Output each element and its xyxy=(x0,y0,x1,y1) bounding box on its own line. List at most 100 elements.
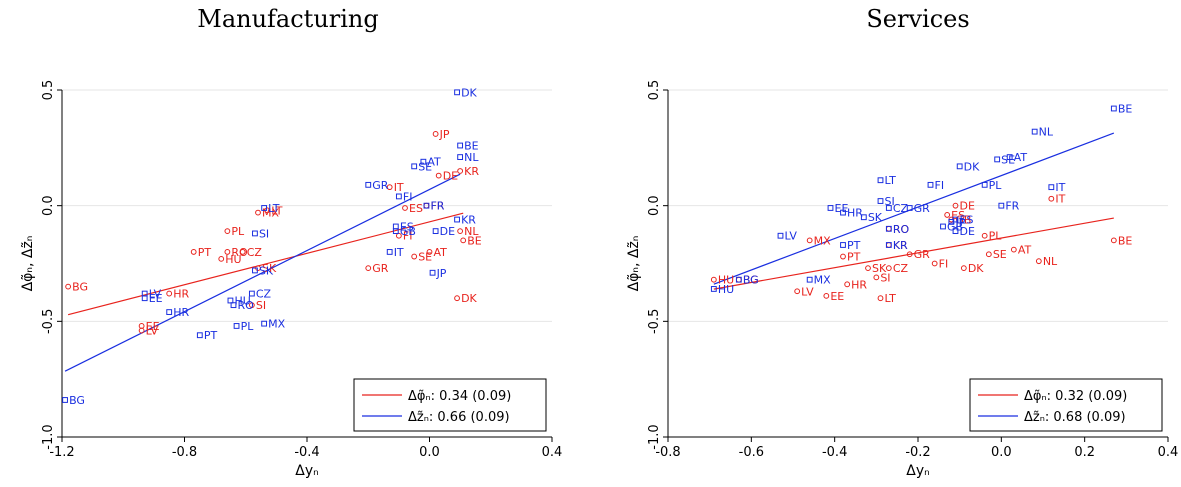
point-label: BE xyxy=(467,234,482,247)
x-tick-label: -0.2 xyxy=(905,445,930,460)
point-label: JP xyxy=(439,128,450,141)
x-tick-label: -0.8 xyxy=(172,445,197,460)
data-point xyxy=(227,297,234,304)
point-label: GR xyxy=(914,202,931,215)
point-label: SK xyxy=(868,211,883,224)
data-point xyxy=(392,223,399,230)
data-point xyxy=(981,181,988,188)
point-label: ES xyxy=(409,202,423,215)
point-label: PL xyxy=(231,225,245,238)
point-label: KR xyxy=(461,214,476,227)
data-point xyxy=(998,202,1005,209)
chart-panel-services: Services -1.0 -0.5 0.0 0.5 -0.8 -0.6 -0.4 -0.2 0.… xyxy=(626,5,1178,479)
point-label: SI xyxy=(885,195,895,208)
point-label: LT xyxy=(885,292,897,305)
data-point xyxy=(454,89,460,96)
point-label: BG xyxy=(743,274,759,287)
point-label: PT xyxy=(847,239,861,252)
point-label: LT xyxy=(268,202,280,215)
data-point xyxy=(1110,237,1117,244)
point-label: EE xyxy=(830,290,844,303)
x-tick-label: -0.4 xyxy=(822,445,847,460)
point-label: LV xyxy=(146,325,159,338)
point-label: NL xyxy=(1043,255,1058,268)
x-tick-label: -0.6 xyxy=(739,445,764,460)
point-label: AT xyxy=(1014,151,1028,164)
data-point xyxy=(248,302,255,309)
data-point xyxy=(960,265,967,272)
point-label: HU xyxy=(225,253,241,266)
data-point xyxy=(138,323,145,329)
data-point xyxy=(224,249,231,255)
data-point xyxy=(877,177,884,184)
data-point xyxy=(386,249,393,255)
data-point xyxy=(454,295,460,302)
data-point xyxy=(252,267,258,274)
data-point xyxy=(224,228,231,235)
y-tick-label: -1.0 xyxy=(647,424,662,449)
x-tick-label: 0.4 xyxy=(1158,445,1179,460)
data-point xyxy=(230,302,237,309)
y-tick-label: 0.0 xyxy=(647,195,662,216)
point-label: CZ xyxy=(893,202,909,215)
fit-line-z xyxy=(64,173,461,372)
point-label: GR xyxy=(372,262,389,275)
data-point xyxy=(940,223,946,230)
point-label: DK xyxy=(968,262,984,275)
point-label: DE xyxy=(960,225,975,238)
data-point xyxy=(218,255,225,262)
point-label: SE xyxy=(418,251,432,264)
data-point xyxy=(1010,246,1017,253)
point-label: HR xyxy=(847,207,863,220)
data-point xyxy=(233,323,240,329)
point-label: EE xyxy=(149,292,163,305)
point-label: FR xyxy=(430,200,444,213)
data-point xyxy=(457,142,464,149)
point-label: PL xyxy=(989,230,1003,243)
point-label: SI xyxy=(880,271,890,284)
data-point xyxy=(885,242,892,248)
data-point xyxy=(252,230,258,237)
point-label: KR xyxy=(893,239,908,252)
point-label: EE xyxy=(146,320,160,333)
point-label: CZ xyxy=(893,262,909,275)
data-point xyxy=(823,292,830,299)
data-point xyxy=(138,327,145,334)
legend-box xyxy=(969,378,1163,432)
data-point xyxy=(952,202,959,209)
data-point xyxy=(255,209,261,216)
data-point xyxy=(710,276,717,283)
data-point xyxy=(460,237,467,244)
point-label: SE xyxy=(418,160,432,173)
data-point xyxy=(1048,184,1055,191)
point-label: KR xyxy=(464,165,479,178)
point-label: AT xyxy=(434,246,448,259)
data-point xyxy=(944,212,951,218)
data-point xyxy=(411,253,418,260)
data-point xyxy=(806,276,813,283)
point-label: RO xyxy=(231,246,248,259)
data-point xyxy=(365,181,372,188)
y-tick-label: 0.5 xyxy=(647,80,662,101)
point-label: BG xyxy=(72,281,88,294)
point-label: MX xyxy=(814,274,831,287)
data-point xyxy=(402,205,408,211)
data-point xyxy=(931,260,938,267)
point-label: SK xyxy=(262,262,277,275)
data-point xyxy=(1031,128,1038,135)
x-tick-label: -0.8 xyxy=(655,445,680,460)
data-point xyxy=(948,218,955,225)
fit-line-z xyxy=(713,132,1115,285)
data-point xyxy=(985,251,992,258)
y-tick-label: -1.0 xyxy=(41,424,56,449)
data-point xyxy=(411,163,418,170)
point-label: HR xyxy=(173,306,189,319)
data-point xyxy=(885,242,892,248)
data-point xyxy=(981,232,988,239)
data-point xyxy=(840,209,846,216)
data-point xyxy=(420,158,427,165)
point-label: IT xyxy=(1055,181,1065,194)
data-point xyxy=(844,281,851,288)
point-label: DK xyxy=(461,86,477,99)
point-label: BE xyxy=(1118,103,1133,116)
